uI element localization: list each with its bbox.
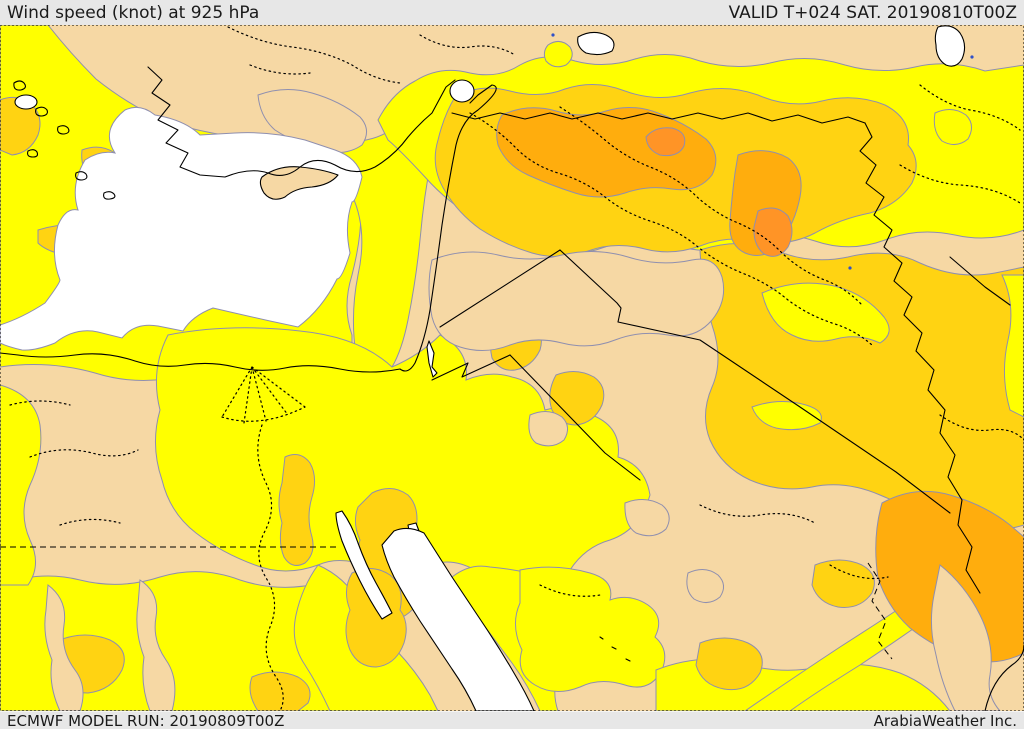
gulf-of-suez xyxy=(335,510,393,620)
yellow-streak-zagros-b xyxy=(751,401,822,431)
wind-speed-map-canvas xyxy=(0,25,1024,711)
tigris-river xyxy=(559,106,863,306)
blue-lake-dot xyxy=(551,33,555,37)
tan-tentacle-b xyxy=(136,579,176,711)
mediterranean-calm-region xyxy=(0,106,363,351)
blue-lake-dot xyxy=(970,55,974,59)
blue-lake-dot xyxy=(848,266,852,270)
iraq-iran-border xyxy=(859,122,981,594)
yellow-streak-zagros-a xyxy=(761,282,890,344)
lake-urmia xyxy=(934,25,966,67)
tan-region-ne-of-cyprus xyxy=(257,89,367,154)
tan-region-gulf xyxy=(930,564,1001,711)
dead-sea xyxy=(426,340,438,378)
iran-admin-dotted xyxy=(899,84,1024,441)
saudi-diagonal-border xyxy=(509,354,641,481)
euphrates-river xyxy=(469,112,873,346)
model-run-label: ECMWF MODEL RUN: 20190809T00Z xyxy=(7,711,285,730)
yellow-region-south xyxy=(154,327,651,578)
egypt-admin-dotted xyxy=(9,400,139,526)
yellow-region-leftedge xyxy=(0,384,42,586)
tan-region-syrian-desert xyxy=(428,250,725,351)
valid-time-label: VALID T+024 SAT. 20190810T00Z xyxy=(728,2,1017,23)
syria-jordan-border xyxy=(439,249,561,328)
jordan-saudi-border xyxy=(431,354,511,381)
saudi-admin-dotted xyxy=(539,504,889,597)
red-sea-islets xyxy=(599,636,631,662)
tan-island-regions xyxy=(44,89,1001,711)
gold-region-bl-a xyxy=(249,671,311,711)
jordan-iraq-border xyxy=(559,249,622,323)
deep-orange-core-nsyria xyxy=(645,127,686,157)
tan-tentacle-a xyxy=(44,584,84,711)
turkey-syria-border xyxy=(451,112,866,124)
gold-region-eastern-desert xyxy=(278,454,316,566)
gold-region-br-b xyxy=(811,559,875,608)
yellow-spot-iran-ne xyxy=(933,109,972,145)
nile-delta-fan xyxy=(221,366,306,424)
iraq-saudi-border xyxy=(617,321,951,514)
nile-river xyxy=(257,424,284,711)
turkey-admin-dotted xyxy=(227,26,516,84)
saudi-east-dashed xyxy=(867,562,893,660)
deep-orange-core-wiran xyxy=(753,207,793,257)
small-blue-lakes xyxy=(551,33,974,270)
tan-spot-b xyxy=(624,499,670,537)
calm-white-regions xyxy=(0,106,363,351)
lake-van xyxy=(577,31,615,56)
weather-map xyxy=(0,25,1024,711)
persian-gulf-coast xyxy=(984,644,1024,711)
red-sea xyxy=(381,527,535,711)
tan-spot-a xyxy=(528,411,568,447)
header-bar: Wind speed (knot) at 925 hPa VALID T+024… xyxy=(0,0,1024,25)
yellow-streaks-in-gold xyxy=(751,274,1024,431)
aegean-islands xyxy=(13,80,116,200)
aegean-lake xyxy=(14,94,38,110)
tan-spot-c xyxy=(686,569,724,603)
sea-and-lakes xyxy=(14,25,966,711)
footer-bar: ECMWF MODEL RUN: 20190809T00Z ArabiaWeat… xyxy=(0,711,1024,730)
deep-orange-wind-cores xyxy=(645,127,793,257)
rivers-and-admin-dotted xyxy=(9,26,1024,711)
anatolia-levant-egypt-coastline xyxy=(0,66,497,373)
yellow-spot-turkey xyxy=(543,41,573,68)
yellow-streak-right-edge xyxy=(1001,274,1024,418)
gold-region-jordan-b xyxy=(549,371,605,426)
brand-label: ArabiaWeather Inc. xyxy=(873,711,1017,730)
ne-corner-border xyxy=(949,256,1011,306)
contour-regions xyxy=(0,25,1024,711)
dashed-borders xyxy=(0,546,893,660)
iskenderun-gulf xyxy=(449,79,475,103)
coastlines-and-borders xyxy=(0,66,1024,711)
map-title: Wind speed (knot) at 925 hPa xyxy=(7,2,260,23)
gold-region-br-a xyxy=(695,637,763,691)
gold-region-nile-valley xyxy=(345,568,407,668)
